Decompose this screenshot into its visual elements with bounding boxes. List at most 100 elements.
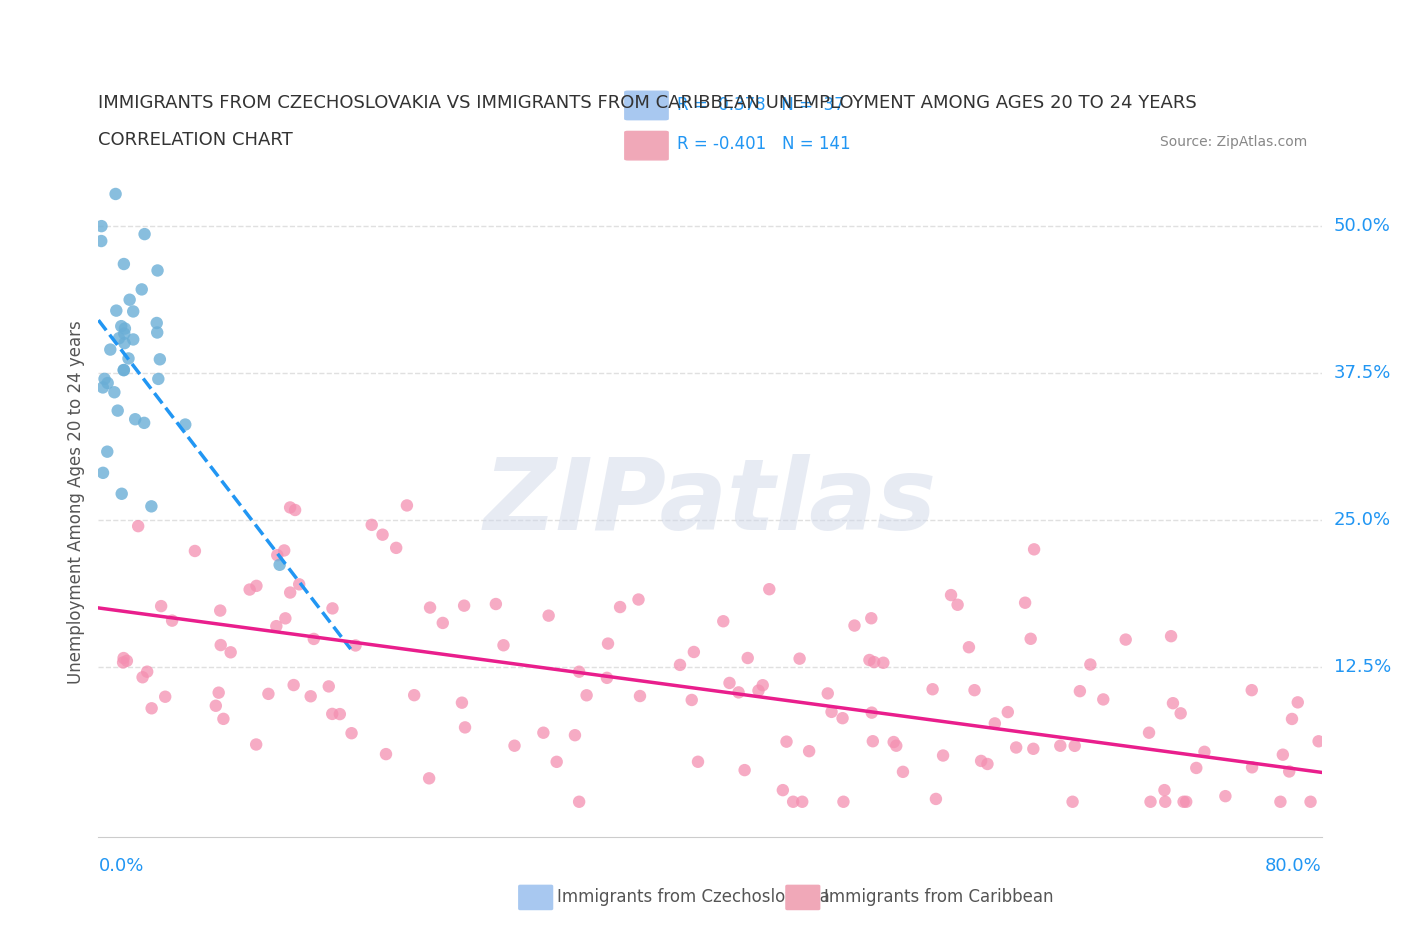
Point [1281,711,1303,726]
Point [204,698,226,713]
Point [575,688,598,703]
Point [1062,794,1084,809]
Point [1173,794,1195,809]
Point [385,540,408,555]
Point [844,618,866,633]
Point [278,500,301,515]
Point [329,707,352,722]
Point [266,548,288,563]
Point [208,685,231,700]
Point [134,416,156,431]
Point [107,404,129,418]
Point [418,771,440,786]
Point [136,664,159,679]
Point [939,588,962,603]
Y-axis label: Unemployment Among Ages 20 to 24 years: Unemployment Among Ages 20 to 24 years [66,320,84,684]
Text: Immigrants from Czechoslovakia: Immigrants from Czechoslovakia [557,888,830,907]
Point [91,380,114,395]
Point [209,604,232,618]
Point [503,738,526,753]
Point [747,684,769,698]
Point [860,611,883,626]
Point [1240,683,1263,698]
Point [432,616,454,631]
Text: Source: ZipAtlas.com: Source: ZipAtlas.com [1160,135,1308,149]
Point [141,701,163,716]
Point [564,728,586,743]
Point [1271,747,1294,762]
Point [146,263,169,278]
Point [318,679,340,694]
Point [1019,631,1042,646]
Point [112,257,135,272]
Point [104,187,127,202]
Point [375,747,398,762]
Point [110,319,132,334]
Point [321,601,343,616]
Point [245,737,267,752]
Point [274,611,297,626]
Point [219,644,242,659]
Point [209,638,232,653]
Point [984,716,1007,731]
Text: 80.0%: 80.0% [1265,857,1322,875]
Point [485,596,508,611]
Point [1022,542,1045,557]
Point [321,707,343,722]
Point [131,670,153,684]
Point [117,351,139,365]
Point [90,219,112,233]
Point [134,227,156,242]
Point [832,794,855,809]
Point [344,638,367,653]
Point [858,653,880,668]
Point [174,417,197,432]
Point [711,614,734,629]
Point [531,725,554,740]
Point [1115,632,1137,647]
Point [299,689,322,704]
Point [734,763,756,777]
Point [131,282,153,297]
Point [772,783,794,798]
Text: Immigrants from Caribbean: Immigrants from Caribbean [824,888,1053,907]
Point [112,363,135,378]
FancyBboxPatch shape [624,131,668,160]
Point [124,412,146,427]
Point [682,644,704,659]
Point [957,640,980,655]
Point [454,720,477,735]
Point [863,655,886,670]
Point [921,682,943,697]
Point [976,756,998,771]
Point [122,304,145,319]
Text: CORRELATION CHART: CORRELATION CHART [98,131,294,149]
Point [150,599,173,614]
Point [127,519,149,534]
Point [395,498,418,512]
Point [141,498,163,513]
Point [1139,794,1161,809]
Point [932,748,955,763]
Point [1153,783,1175,798]
Point [114,336,136,351]
Point [1175,794,1198,809]
Point [831,711,853,725]
Text: IMMIGRANTS FROM CZECHOSLOVAKIA VS IMMIGRANTS FROM CARIBBEAN UNEMPLOYMENT AMONG A: IMMIGRANTS FROM CZECHOSLOVAKIA VS IMMIGR… [98,94,1197,112]
Point [883,735,905,750]
Text: R =  0.378   N =  37: R = 0.378 N = 37 [678,96,845,113]
Point [596,636,619,651]
Point [122,332,145,347]
Point [775,734,797,749]
Point [997,705,1019,720]
Point [963,683,986,698]
Point [404,688,426,703]
Point [1241,760,1264,775]
Point [371,527,394,542]
Point [360,517,382,532]
Point [737,651,759,666]
Point [1278,764,1301,779]
Text: ZIPatlas: ZIPatlas [484,454,936,551]
Text: 50.0%: 50.0% [1334,217,1391,235]
Point [90,233,112,248]
